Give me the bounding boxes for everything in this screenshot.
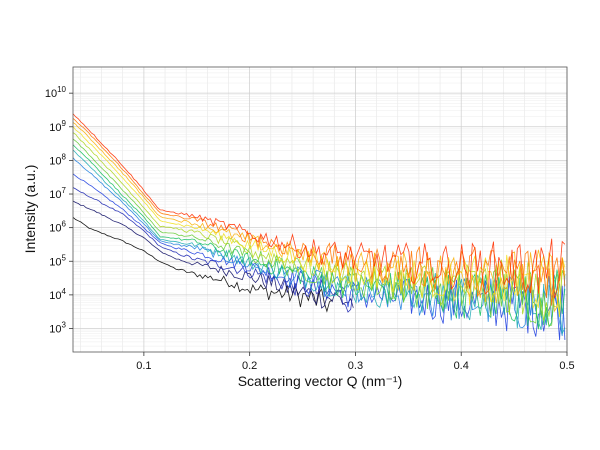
series-line bbox=[73, 216, 333, 313]
plot-frame bbox=[72, 66, 568, 353]
x-axis-ticks: 0.1 0.2 0.3 0.4 0.5 bbox=[136, 352, 575, 372]
series-line bbox=[73, 157, 566, 336]
series-line bbox=[73, 126, 566, 318]
x-tick-label: 0.2 bbox=[242, 360, 257, 372]
y-tick-label: 107 bbox=[49, 186, 66, 201]
y-tick-label: 108 bbox=[49, 152, 66, 167]
y-tick-label: 109 bbox=[49, 119, 66, 134]
y-tick-label: 105 bbox=[49, 253, 66, 268]
series-line bbox=[73, 113, 566, 299]
y-axis-title: Intensity (a.u.) bbox=[22, 165, 38, 254]
x-tick-label: 0.4 bbox=[454, 360, 469, 372]
x-tick-label: 0.1 bbox=[136, 360, 151, 372]
series-line bbox=[73, 138, 566, 327]
y-tick-label: 104 bbox=[49, 287, 66, 302]
y-tick-label: 106 bbox=[49, 220, 66, 235]
y-tick-label: 1010 bbox=[45, 85, 67, 100]
series-group bbox=[73, 113, 566, 341]
x-tick-label: 0.5 bbox=[559, 360, 574, 372]
x-tick-label: 0.3 bbox=[348, 360, 363, 372]
x-axis-title: Scattering vector Q (nm⁻¹) bbox=[238, 373, 403, 389]
y-tick-label: 103 bbox=[49, 321, 66, 336]
y-axis-ticks: 103 104 105 106 107 108 109 1010 bbox=[45, 85, 73, 336]
series-line bbox=[73, 118, 566, 306]
